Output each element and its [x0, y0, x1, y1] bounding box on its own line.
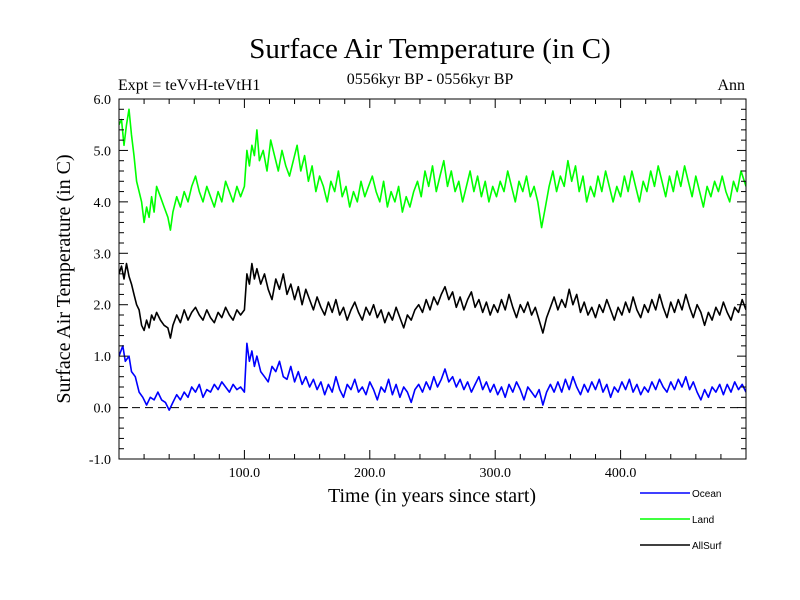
legend-label-allsurf: AllSurf: [692, 541, 722, 552]
y-tick-label: 4.0: [94, 196, 112, 211]
series-line-ocean: [119, 342, 746, 411]
y-tick-label: 3.0: [94, 247, 112, 262]
legend: Ocean Land AllSurf: [640, 489, 722, 552]
legend-label-ocean: Ocean: [692, 489, 721, 500]
x-tick-label: 100.0: [229, 466, 261, 481]
axes: 100.0 200.0 300.0 400.0 -1.0 0.0 1.0 2.0 3.0 4.0 5…: [89, 93, 747, 481]
plot-area: [119, 108, 746, 411]
chart-title: Surface Air Temperature (in C): [249, 33, 610, 65]
x-tick-label: 400.0: [605, 466, 637, 481]
series-line-allsurf: [119, 262, 746, 339]
x-tick-label: 200.0: [354, 466, 386, 481]
period-label: 0556kyr BP - 0556kyr BP: [347, 71, 514, 88]
x-axis-label: Time (in years since start): [328, 485, 536, 507]
plot-frame: [118, 98, 747, 460]
y-tick-label: 0.0: [94, 402, 112, 417]
x-tick-label: 300.0: [479, 466, 511, 481]
y-axis-label: Surface Air Temperature (in C): [53, 154, 75, 403]
y-tick-label: 2.0: [94, 299, 112, 314]
series-line-land: [119, 108, 746, 231]
y-tick-label: 5.0: [94, 144, 112, 159]
season-label: Ann: [717, 77, 745, 94]
legend-label-land: Land: [692, 515, 714, 526]
y-tick-label: 6.0: [94, 93, 112, 108]
y-tick-label: 1.0: [94, 350, 112, 365]
y-tick-label: -1.0: [89, 453, 111, 468]
experiment-label: Expt = teVvH-teVtH1: [118, 77, 260, 94]
